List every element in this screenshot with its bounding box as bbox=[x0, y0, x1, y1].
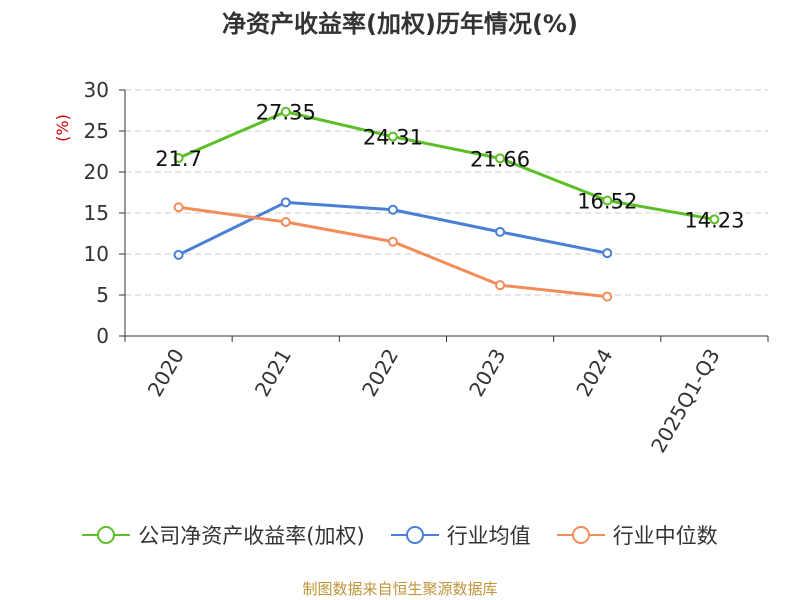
series-0-point-1 bbox=[280, 106, 291, 117]
y-tick-label-0: 0 bbox=[96, 324, 109, 348]
legend-marker-company bbox=[82, 526, 131, 544]
y-tick-label-5: 5 bbox=[96, 283, 109, 307]
series-0-point-4 bbox=[602, 195, 613, 206]
data-label-0-1: 27.35 bbox=[256, 101, 316, 125]
series-line-2 bbox=[178, 205, 608, 299]
legend-item-industry-median[interactable]: 行业中位数 bbox=[556, 520, 718, 550]
legend-marker-industry-mean bbox=[390, 526, 439, 544]
y-tick-label-30: 30 bbox=[84, 78, 109, 102]
x-tick-label-2025Q1-Q3: 2025Q1-Q3 bbox=[646, 345, 725, 457]
legend-item-industry-mean[interactable]: 行业均值 bbox=[390, 520, 531, 550]
series-2-point-4 bbox=[602, 291, 613, 302]
y-tick-label-10: 10 bbox=[84, 242, 109, 266]
series-2-point-0 bbox=[173, 202, 184, 213]
series-0-point-2 bbox=[387, 131, 398, 142]
chart-title: 净资产收益率(加权)历年情况(%) bbox=[222, 10, 578, 38]
legend-label-industry-mean: 行业均值 bbox=[446, 524, 531, 548]
x-tick-label-2020: 2020 bbox=[143, 345, 189, 401]
x-tick-label-2021: 2021 bbox=[250, 345, 296, 401]
legend-label-industry-median: 行业中位数 bbox=[612, 524, 718, 548]
series-2-point-2 bbox=[387, 236, 398, 247]
data-label-0-3: 21.66 bbox=[470, 147, 530, 171]
series-0-point-0 bbox=[173, 153, 184, 164]
data-label-0-5: 14.23 bbox=[684, 208, 744, 232]
legend: 公司净资产收益率(加权) 行业均值 行业中位数 bbox=[0, 520, 800, 550]
series-1-point-1 bbox=[280, 197, 291, 208]
series-1-point-3 bbox=[495, 226, 506, 237]
series-1-point-2 bbox=[387, 204, 398, 215]
y-tick-label-20: 20 bbox=[84, 160, 109, 184]
x-tick-label-2023: 2023 bbox=[464, 345, 510, 401]
series-1-point-4 bbox=[602, 248, 613, 259]
series-2-point-1 bbox=[280, 217, 291, 228]
data-label-0-0: 21.7 bbox=[155, 147, 202, 171]
legend-marker-industry-median bbox=[556, 526, 605, 544]
data-source-note: 制图数据来自恒生聚源数据库 bbox=[302, 580, 498, 598]
data-label-0-4: 16.52 bbox=[577, 190, 637, 214]
series-line-0 bbox=[177, 110, 715, 221]
y-tick-label-15: 15 bbox=[84, 201, 109, 225]
series-0-point-3 bbox=[495, 153, 506, 164]
data-label-0-2: 24.31 bbox=[363, 126, 423, 150]
x-tick-label-2024: 2024 bbox=[571, 345, 617, 401]
series-2-point-3 bbox=[495, 280, 506, 291]
y-tick-label-25: 25 bbox=[84, 119, 109, 143]
y-axis-label: (%) bbox=[53, 114, 72, 142]
x-tick-label-2022: 2022 bbox=[357, 345, 403, 401]
series-0-point-5 bbox=[709, 214, 720, 225]
series-1-point-0 bbox=[173, 249, 184, 260]
legend-label-company: 公司净资产收益率(加权) bbox=[138, 524, 365, 548]
legend-item-company[interactable]: 公司净资产收益率(加权) bbox=[82, 520, 365, 550]
